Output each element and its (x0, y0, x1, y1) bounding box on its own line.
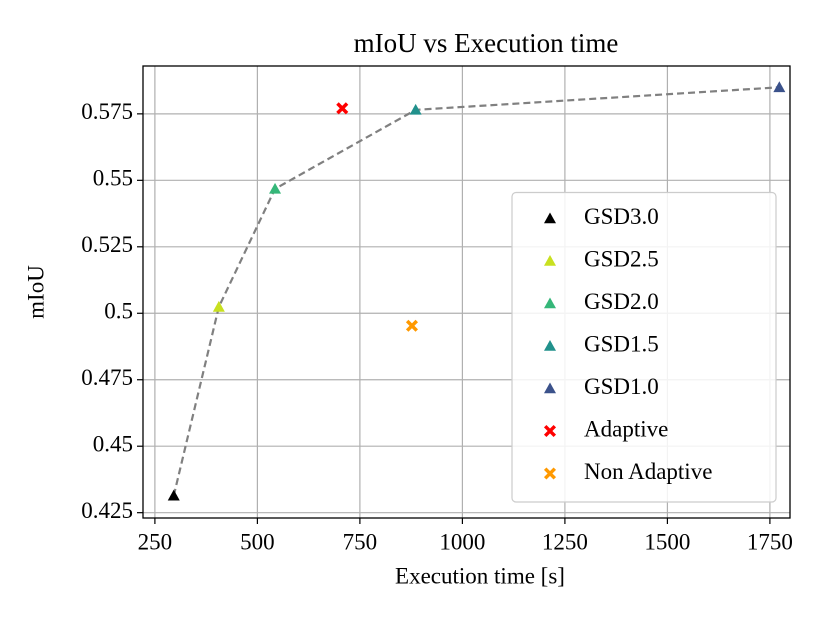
legend-label: Adaptive (584, 416, 668, 441)
legend-label: GSD3.0 (584, 204, 659, 229)
legend-marker (543, 467, 557, 480)
point (212, 300, 225, 312)
y-tick-label: 0.575 (81, 99, 133, 124)
x-tick-label: 500 (240, 529, 275, 554)
point (405, 319, 419, 332)
legend-label: GSD2.0 (584, 289, 659, 314)
legend-marker (543, 424, 557, 438)
legend-marker (544, 382, 556, 394)
point (269, 182, 282, 194)
y-tick-label: 0.45 (93, 431, 133, 456)
legend-label: GSD1.0 (584, 374, 659, 399)
legend-box (511, 191, 777, 503)
y-tick-label: 0.5 (104, 299, 133, 324)
y-tick-label: 0.475 (81, 365, 133, 390)
point (773, 81, 786, 93)
legend-marker (544, 340, 556, 351)
point (409, 103, 422, 115)
legend-label: Non Adaptive (584, 459, 712, 484)
legend-marker (544, 255, 556, 266)
chart-title: mIoU vs Execution time (354, 28, 619, 58)
point (167, 489, 180, 501)
point (336, 102, 349, 115)
x-tick-label: 750 (343, 529, 378, 554)
x-tick-label: 1000 (439, 529, 485, 554)
y-axis-label: mIoU (23, 265, 48, 319)
legend-label: GSD2.5 (584, 246, 659, 271)
legend-marker (544, 297, 556, 309)
x-tick-label: 1250 (542, 529, 588, 554)
y-tick-label: 0.525 (81, 232, 133, 257)
x-tick-label: 250 (138, 529, 173, 554)
x-tick-label: 1750 (747, 529, 793, 554)
legend-label: GSD1.5 (584, 331, 659, 356)
x-axis-label: Execution time [s] (395, 563, 565, 588)
y-tick-label: 0.55 (93, 166, 133, 191)
y-tick-label: 0.425 (81, 498, 133, 523)
x-tick-label: 1500 (644, 529, 690, 554)
plot-frame (142, 65, 791, 519)
legend-marker (544, 212, 556, 224)
